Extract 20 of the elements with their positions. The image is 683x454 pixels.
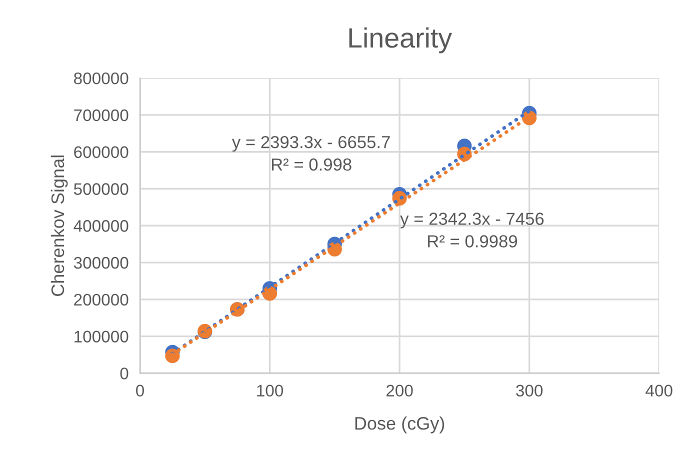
- x-tick-label: 200: [386, 384, 413, 397]
- x-tick-label: 100: [257, 384, 284, 397]
- annotation: y = 2393.3x - 6655.7 R² = 0.998: [232, 136, 390, 171]
- x-tick-label: 0: [136, 384, 144, 397]
- x-axis-title: Dose (cGy): [355, 416, 444, 434]
- annotation: y = 2342.3x - 7456 R² = 0.9989: [400, 212, 544, 248]
- point: [165, 348, 180, 364]
- y-tick-label: 600000: [74, 146, 128, 158]
- chart-title: Linearity: [349, 27, 452, 54]
- y-tick-label: 800000: [74, 72, 128, 84]
- y-tick-label: 400000: [74, 220, 128, 232]
- y-tick-label: 0: [120, 368, 128, 380]
- y-axis-title: Cherenkov Signal: [50, 156, 68, 296]
- y-tick-label: 100000: [74, 330, 128, 343]
- y-tick-label: 300000: [74, 256, 128, 269]
- x-tick-label: 300: [516, 384, 543, 397]
- y-tick-label: 500000: [74, 183, 128, 195]
- x-tick-label: 400: [646, 384, 672, 397]
- y-tick-label: 700000: [74, 109, 128, 122]
- y-tick-label: 200000: [74, 294, 128, 306]
